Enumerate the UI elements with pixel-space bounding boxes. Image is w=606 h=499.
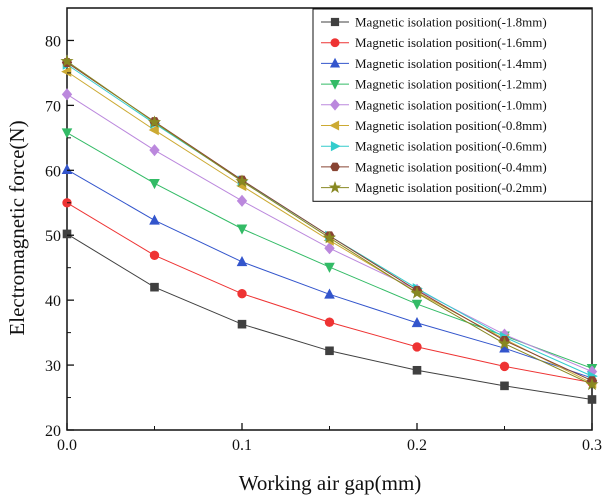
x-tick-label: 0.2 [407, 437, 427, 454]
x-tick-label: 0.1 [232, 437, 252, 454]
legend-marker [330, 38, 340, 48]
data-point [149, 144, 160, 157]
legend-label: Magnetic isolation position(-0.2mm) [355, 180, 547, 195]
legend-item: Magnetic isolation position(-1.2mm) [321, 77, 547, 92]
data-point [147, 115, 162, 128]
data-point [587, 395, 597, 404]
legend-marker [330, 17, 340, 27]
legend-item: Magnetic isolation position(-0.4mm) [321, 159, 547, 174]
data-point [61, 66, 72, 77]
data-point [148, 124, 159, 136]
y-tick-label: 50 [45, 228, 61, 245]
legend-label: Magnetic isolation position(-1.6mm) [355, 35, 547, 50]
data-point [497, 336, 512, 350]
series-1 [62, 229, 597, 404]
data-point [236, 256, 248, 267]
x-tick-label: 0.0 [57, 437, 77, 454]
data-point [324, 262, 335, 273]
legend-marker [329, 80, 341, 90]
y-tick-label: 20 [45, 423, 61, 440]
data-point [500, 381, 509, 391]
series-9 [60, 54, 599, 391]
legend-label: Magnetic isolation position(-1.4mm) [355, 56, 547, 71]
y-axis-title: Electromagnetic force(N) [5, 120, 29, 335]
y-tick-label: 40 [45, 293, 61, 310]
x-tick-label: 0.3 [582, 437, 602, 454]
x-axis-title: Working air gap(mm) [239, 471, 422, 495]
data-point [149, 250, 160, 261]
data-point [324, 288, 335, 299]
data-point [61, 88, 73, 101]
legend-item: Magnetic isolation position(-0.8mm) [321, 118, 547, 133]
data-point [149, 178, 160, 190]
data-point [237, 288, 247, 299]
legend-box [312, 8, 593, 202]
data-point [322, 230, 337, 244]
legend-marker [330, 162, 340, 172]
y-tick-label: 60 [45, 163, 61, 180]
legend-item: Magnetic isolation position(-1.6mm) [321, 35, 547, 50]
legend-item: Magnetic isolation position(-0.2mm) [321, 180, 547, 195]
legend-marker [329, 57, 341, 68]
legend-label: Magnetic isolation position(-0.8mm) [355, 118, 547, 133]
data-point [324, 242, 335, 255]
series-line [66, 233, 593, 400]
data-point [236, 224, 248, 235]
data-point [410, 286, 424, 299]
data-point [324, 317, 335, 327]
y-tick-label: 80 [45, 33, 61, 50]
data-point [235, 174, 249, 187]
data-point [61, 128, 73, 139]
data-point [62, 229, 72, 239]
data-point [412, 342, 422, 352]
data-point [237, 319, 247, 329]
legend-item: Magnetic isolation position(-1.8mm) [321, 15, 547, 30]
data-point [411, 299, 423, 310]
data-point [325, 346, 334, 356]
data-point [236, 194, 248, 207]
data-point [412, 365, 422, 375]
legend-marker [330, 141, 341, 152]
legend-label: Magnetic isolation position(-1.0mm) [355, 97, 547, 112]
y-tick-label: 30 [45, 358, 61, 375]
legend-item: Magnetic isolation position(-1.0mm) [321, 97, 547, 112]
data-point [411, 317, 423, 328]
legend-label: Magnetic isolation position(-1.8mm) [355, 15, 547, 30]
legend-marker [330, 99, 340, 111]
data-point [585, 377, 599, 391]
data-point [150, 282, 159, 292]
legend-label: Magnetic isolation position(-0.6mm) [355, 139, 547, 154]
data-point [499, 361, 510, 372]
data-point [61, 163, 73, 174]
legend: Magnetic isolation position(-1.8mm) Magne… [312, 8, 593, 202]
legend-label: Magnetic isolation position(-0.4mm) [355, 159, 547, 174]
legend-label: Magnetic isolation position(-1.2mm) [355, 77, 547, 92]
legend-marker [329, 120, 340, 131]
y-tick-label: 70 [45, 98, 61, 115]
data-point [149, 214, 160, 225]
legend-item: Magnetic isolation position(-1.4mm) [321, 56, 547, 71]
legend-item: Magnetic isolation position(-0.6mm) [321, 139, 547, 154]
legend-marker [328, 180, 342, 193]
data-point [60, 54, 74, 67]
